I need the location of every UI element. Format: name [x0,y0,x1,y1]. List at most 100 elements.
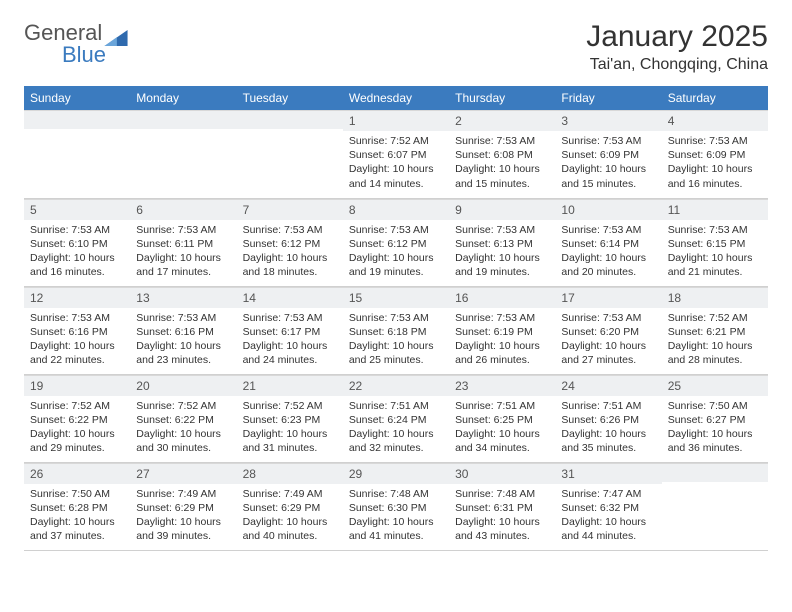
calendar-cell: 16Sunrise: 7:53 AMSunset: 6:19 PMDayligh… [449,286,555,374]
day-content: Sunrise: 7:50 AMSunset: 6:28 PMDaylight:… [24,484,130,549]
day-number: 17 [555,287,661,308]
day-number: 26 [24,463,130,484]
day-content: Sunrise: 7:50 AMSunset: 6:27 PMDaylight:… [662,396,768,461]
calendar-cell: 1Sunrise: 7:52 AMSunset: 6:07 PMDaylight… [343,110,449,198]
day-number: 28 [237,463,343,484]
calendar-cell: 2Sunrise: 7:53 AMSunset: 6:08 PMDaylight… [449,110,555,198]
day-number: 9 [449,199,555,220]
calendar-row: 19Sunrise: 7:52 AMSunset: 6:22 PMDayligh… [24,374,768,462]
day-number: 10 [555,199,661,220]
day-content: Sunrise: 7:53 AMSunset: 6:16 PMDaylight:… [24,308,130,373]
day-content: Sunrise: 7:53 AMSunset: 6:13 PMDaylight:… [449,220,555,285]
day-content: Sunrise: 7:53 AMSunset: 6:17 PMDaylight:… [237,308,343,373]
calendar-cell: 27Sunrise: 7:49 AMSunset: 6:29 PMDayligh… [130,462,236,550]
day-content: Sunrise: 7:51 AMSunset: 6:25 PMDaylight:… [449,396,555,461]
location: Tai'an, Chongqing, China [586,56,768,74]
calendar-cell: 4Sunrise: 7:53 AMSunset: 6:09 PMDaylight… [662,110,768,198]
day-content: Sunrise: 7:52 AMSunset: 6:22 PMDaylight:… [130,396,236,461]
day-content: Sunrise: 7:53 AMSunset: 6:20 PMDaylight:… [555,308,661,373]
day-number: 6 [130,199,236,220]
calendar-cell: 31Sunrise: 7:47 AMSunset: 6:32 PMDayligh… [555,462,661,550]
calendar-cell: 26Sunrise: 7:50 AMSunset: 6:28 PMDayligh… [24,462,130,550]
calendar-cell: 25Sunrise: 7:50 AMSunset: 6:27 PMDayligh… [662,374,768,462]
calendar-cell: 6Sunrise: 7:53 AMSunset: 6:11 PMDaylight… [130,198,236,286]
calendar-row: 5Sunrise: 7:53 AMSunset: 6:10 PMDaylight… [24,198,768,286]
weekday-row: SundayMondayTuesdayWednesdayThursdayFrid… [24,86,768,110]
calendar-cell: 14Sunrise: 7:53 AMSunset: 6:17 PMDayligh… [237,286,343,374]
day-number: 14 [237,287,343,308]
calendar-cell: 28Sunrise: 7:49 AMSunset: 6:29 PMDayligh… [237,462,343,550]
day-number: 20 [130,375,236,396]
calendar-row: 12Sunrise: 7:53 AMSunset: 6:16 PMDayligh… [24,286,768,374]
day-content: Sunrise: 7:51 AMSunset: 6:26 PMDaylight:… [555,396,661,461]
day-number: 18 [662,287,768,308]
weekday-header: Sunday [24,86,130,110]
weekday-header: Friday [555,86,661,110]
day-number: 8 [343,199,449,220]
calendar-cell: 19Sunrise: 7:52 AMSunset: 6:22 PMDayligh… [24,374,130,462]
day-content: Sunrise: 7:53 AMSunset: 6:15 PMDaylight:… [662,220,768,285]
day-content: Sunrise: 7:51 AMSunset: 6:24 PMDaylight:… [343,396,449,461]
day-content: Sunrise: 7:52 AMSunset: 6:21 PMDaylight:… [662,308,768,373]
day-content: Sunrise: 7:53 AMSunset: 6:16 PMDaylight:… [130,308,236,373]
calendar-cell: 5Sunrise: 7:53 AMSunset: 6:10 PMDaylight… [24,198,130,286]
day-number: 24 [555,375,661,396]
day-content: Sunrise: 7:53 AMSunset: 6:12 PMDaylight:… [343,220,449,285]
calendar-cell: 12Sunrise: 7:53 AMSunset: 6:16 PMDayligh… [24,286,130,374]
calendar-cell: 29Sunrise: 7:48 AMSunset: 6:30 PMDayligh… [343,462,449,550]
day-number: 31 [555,463,661,484]
calendar-cell [130,110,236,198]
calendar-row: 26Sunrise: 7:50 AMSunset: 6:28 PMDayligh… [24,462,768,550]
empty-day-bar [662,463,768,482]
day-content: Sunrise: 7:49 AMSunset: 6:29 PMDaylight:… [130,484,236,549]
day-number: 25 [662,375,768,396]
day-number: 19 [24,375,130,396]
weekday-header: Tuesday [237,86,343,110]
day-content: Sunrise: 7:48 AMSunset: 6:30 PMDaylight:… [343,484,449,549]
day-number: 29 [343,463,449,484]
calendar-cell: 8Sunrise: 7:53 AMSunset: 6:12 PMDaylight… [343,198,449,286]
calendar-cell: 3Sunrise: 7:53 AMSunset: 6:09 PMDaylight… [555,110,661,198]
logo: GeneralBlue [24,20,128,68]
day-number: 16 [449,287,555,308]
day-content: Sunrise: 7:52 AMSunset: 6:23 PMDaylight:… [237,396,343,461]
calendar-cell: 20Sunrise: 7:52 AMSunset: 6:22 PMDayligh… [130,374,236,462]
calendar-body: 1Sunrise: 7:52 AMSunset: 6:07 PMDaylight… [24,110,768,550]
calendar-cell: 11Sunrise: 7:53 AMSunset: 6:15 PMDayligh… [662,198,768,286]
weekday-header: Thursday [449,86,555,110]
weekday-header: Wednesday [343,86,449,110]
day-number: 23 [449,375,555,396]
calendar-cell: 7Sunrise: 7:53 AMSunset: 6:12 PMDaylight… [237,198,343,286]
calendar-cell: 23Sunrise: 7:51 AMSunset: 6:25 PMDayligh… [449,374,555,462]
calendar-cell: 18Sunrise: 7:52 AMSunset: 6:21 PMDayligh… [662,286,768,374]
calendar-cell [237,110,343,198]
calendar-row: 1Sunrise: 7:52 AMSunset: 6:07 PMDaylight… [24,110,768,198]
day-number: 22 [343,375,449,396]
calendar-cell: 21Sunrise: 7:52 AMSunset: 6:23 PMDayligh… [237,374,343,462]
day-content: Sunrise: 7:53 AMSunset: 6:08 PMDaylight:… [449,131,555,196]
calendar-cell: 15Sunrise: 7:53 AMSunset: 6:18 PMDayligh… [343,286,449,374]
day-number: 5 [24,199,130,220]
calendar-cell [24,110,130,198]
calendar-cell: 13Sunrise: 7:53 AMSunset: 6:16 PMDayligh… [130,286,236,374]
day-number: 21 [237,375,343,396]
day-number: 3 [555,110,661,131]
day-number: 27 [130,463,236,484]
day-number: 11 [662,199,768,220]
day-number: 13 [130,287,236,308]
day-number: 12 [24,287,130,308]
day-number: 1 [343,110,449,131]
weekday-header: Monday [130,86,236,110]
day-content: Sunrise: 7:53 AMSunset: 6:18 PMDaylight:… [343,308,449,373]
day-content: Sunrise: 7:47 AMSunset: 6:32 PMDaylight:… [555,484,661,549]
empty-day-bar [130,110,236,129]
weekday-header: Saturday [662,86,768,110]
day-number: 2 [449,110,555,131]
header: GeneralBlue January 2025 Tai'an, Chongqi… [24,20,768,74]
day-number: 15 [343,287,449,308]
day-content: Sunrise: 7:48 AMSunset: 6:31 PMDaylight:… [449,484,555,549]
title-block: January 2025 Tai'an, Chongqing, China [586,20,768,74]
calendar-cell: 22Sunrise: 7:51 AMSunset: 6:24 PMDayligh… [343,374,449,462]
calendar-table: SundayMondayTuesdayWednesdayThursdayFrid… [24,86,768,551]
calendar-cell [662,462,768,550]
